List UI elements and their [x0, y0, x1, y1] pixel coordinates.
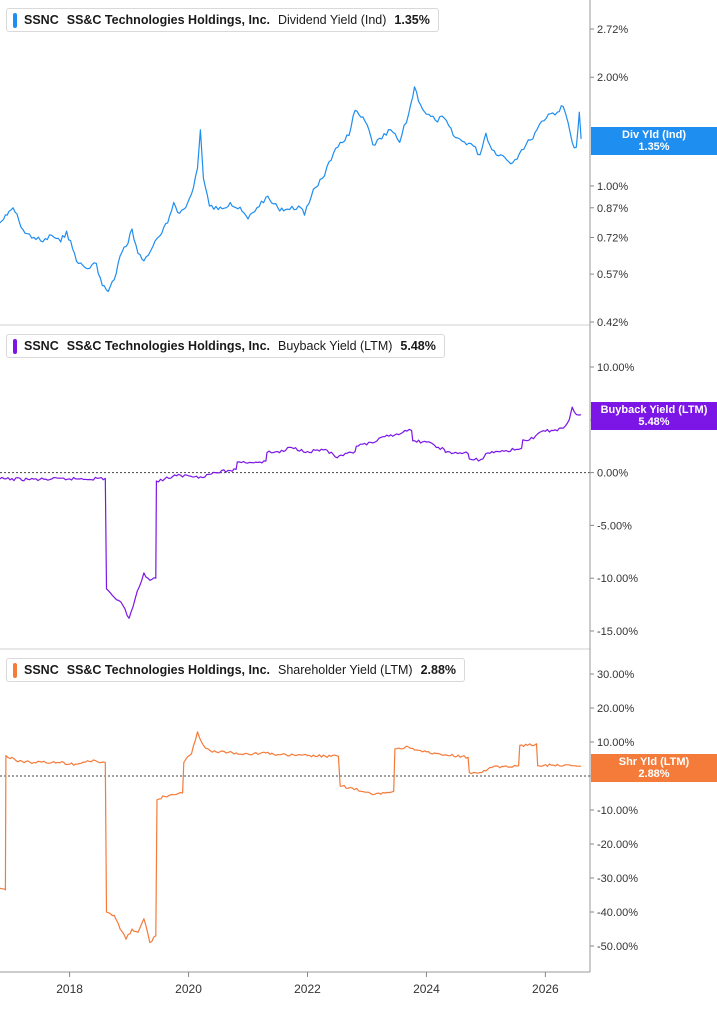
legend-company: SS&C Technologies Holdings, Inc.	[66, 339, 270, 353]
legend-box-dividend-yield: SSNC SS&C Technologies Holdings, Inc. Di…	[6, 8, 439, 32]
y-tick-label: 10.00%	[597, 362, 635, 374]
y-tick-label: 10.00%	[597, 737, 635, 749]
series-line	[0, 86, 582, 293]
y-tick-label: -30.00%	[597, 873, 638, 885]
y-tick-label: 30.00%	[597, 669, 635, 681]
legend-company: SS&C Technologies Holdings, Inc.	[66, 663, 270, 677]
value-tag-shareholder-yield: Shr Yld (LTM) 2.88%	[591, 754, 717, 782]
y-tick-label: -50.00%	[597, 941, 638, 953]
y-tick-label: -40.00%	[597, 907, 638, 919]
value-tag-label: Shr Yld (LTM)	[618, 756, 690, 768]
legend-ticker: SSNC	[24, 339, 59, 353]
legend-box-shareholder-yield: SSNC SS&C Technologies Holdings, Inc. Sh…	[6, 658, 466, 682]
y-tick-label: 1.00%	[597, 181, 628, 193]
y-tick-label: 0.00%	[597, 468, 628, 480]
legend-box-buyback-yield: SSNC SS&C Technologies Holdings, Inc. Bu…	[6, 334, 445, 358]
y-tick-label: 2.72%	[597, 24, 628, 36]
legend-ticker: SSNC	[24, 13, 59, 27]
x-tick-label: 2026	[532, 982, 559, 996]
y-tick-label: -5.00%	[597, 520, 632, 532]
legend-company: SS&C Technologies Holdings, Inc.	[66, 13, 270, 27]
value-tag-buyback-yield: Buyback Yield (LTM) 5.48%	[591, 402, 717, 430]
value-tag-value: 2.88%	[638, 768, 670, 780]
legend-swatch-dividend-yield	[13, 12, 17, 28]
y-tick-label: 0.57%	[597, 269, 628, 281]
legend-ticker: SSNC	[24, 663, 59, 677]
y-tick-label: -10.00%	[597, 573, 638, 585]
y-tick-label: 2.00%	[597, 72, 628, 84]
series-line	[0, 406, 582, 619]
legend-value: 2.88%	[420, 663, 457, 677]
value-tag-value: 5.48%	[638, 416, 670, 428]
y-tick-label: -15.00%	[597, 626, 638, 638]
legend-value: 5.48%	[400, 339, 436, 353]
legend-metric: Shareholder Yield (LTM)	[278, 663, 413, 677]
y-tick-label: 0.42%	[597, 317, 628, 329]
value-tag-dividend-yield: Div Yld (Ind) 1.35%	[591, 127, 717, 155]
legend-metric: Dividend Yield (Ind)	[278, 13, 387, 27]
y-tick-label: 0.87%	[597, 203, 628, 215]
y-tick-label: 20.00%	[597, 703, 635, 715]
series-line	[0, 731, 582, 944]
legend-swatch-buyback-yield	[13, 338, 17, 354]
value-tag-value: 1.35%	[638, 141, 670, 153]
x-tick-label: 2018	[56, 982, 83, 996]
x-tick-label: 2022	[294, 982, 321, 996]
legend-metric: Buyback Yield (LTM)	[278, 339, 393, 353]
value-tag-label: Buyback Yield (LTM)	[600, 404, 708, 416]
y-tick-label: -10.00%	[597, 805, 638, 817]
x-tick-label: 2020	[175, 982, 202, 996]
legend-value: 1.35%	[394, 13, 430, 27]
y-tick-label: 0.72%	[597, 232, 628, 244]
value-tag-label: Div Yld (Ind)	[622, 129, 686, 141]
legend-swatch-shareholder-yield	[13, 662, 17, 678]
y-tick-label: -20.00%	[597, 839, 638, 851]
x-tick-label: 2024	[413, 982, 440, 996]
